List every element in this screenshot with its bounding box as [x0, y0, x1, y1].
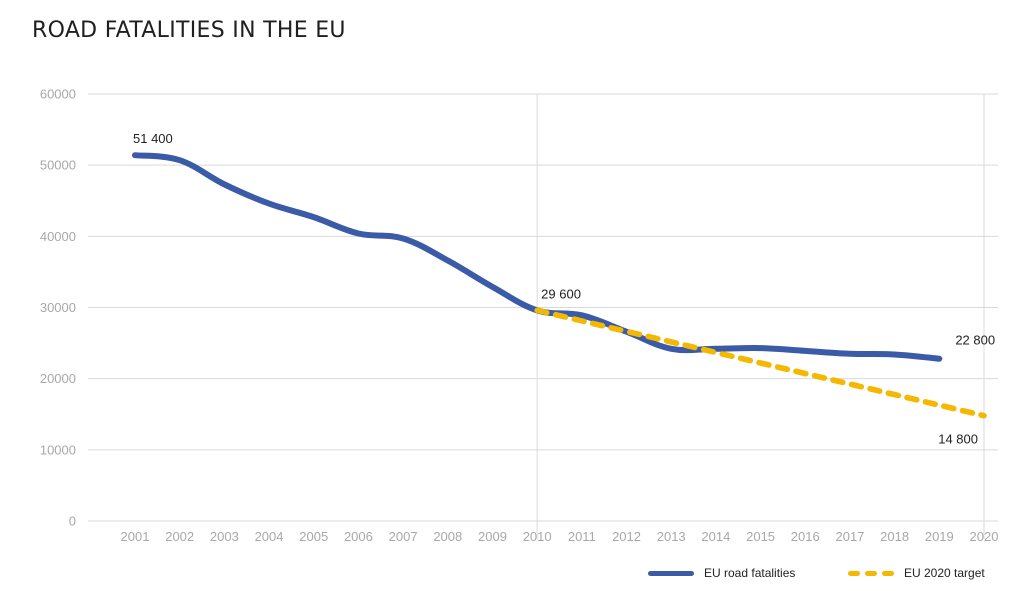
legend-dash [865, 570, 877, 576]
legend-item-eu-2020-target: EU 2020 target [848, 566, 985, 580]
data-label: 22 800 [955, 333, 995, 348]
series-lines [132, 152, 987, 419]
x-tick-label: 2003 [210, 529, 239, 544]
y-tick-label: 30000 [40, 300, 76, 315]
x-tick-label: 2011 [568, 529, 596, 544]
legend-swatch-solid [648, 570, 694, 576]
legend-dash [882, 570, 894, 576]
x-axis-ticks: 2001 2002 2003 2004 2005 2006 2007 2008 2009 2010… [121, 529, 999, 544]
x-tick-label: 2004 [255, 529, 284, 544]
y-tick-label: 40000 [40, 229, 76, 244]
chart-title: ROAD FATALITIES IN THE EU [32, 18, 346, 43]
data-label: 51 400 [133, 131, 173, 146]
legend-label: EU 2020 target [904, 566, 985, 580]
y-tick-label: 0 [69, 514, 76, 529]
x-tick-label: 2001 [121, 529, 150, 544]
x-tick-label: 2014 [701, 529, 730, 544]
x-tick-label: 2002 [165, 529, 194, 544]
y-tick-label: 50000 [40, 158, 76, 173]
x-tick-label: 2013 [657, 529, 686, 544]
x-tick-label: 2010 [523, 529, 552, 544]
series-line-eu-2020-target-overlay [534, 307, 987, 419]
x-tick-label: 2016 [791, 529, 820, 544]
y-tick-label: 10000 [40, 442, 76, 457]
x-tick-label: 2019 [925, 529, 954, 544]
x-tick-label: 2020 [970, 529, 999, 544]
y-axis-ticks: 0 10000 20000 30000 40000 50000 60000 [40, 87, 76, 529]
data-labels: 51 400 29 600 22 800 14 800 [133, 131, 995, 446]
legend-dash [848, 570, 860, 576]
x-tick-label: 2009 [478, 529, 507, 544]
legend-label: EU road fatalities [704, 566, 796, 580]
y-tick-label: 20000 [40, 371, 76, 386]
legend-swatch-dashed [848, 570, 894, 576]
data-label: 14 800 [938, 432, 978, 447]
gridlines [88, 93, 998, 539]
x-tick-label: 2007 [389, 529, 418, 544]
x-tick-label: 2015 [746, 529, 775, 544]
x-tick-label: 2012 [612, 529, 641, 544]
x-tick-label: 2005 [299, 529, 328, 544]
legend-item-eu-road-fatalities: EU road fatalities [648, 566, 795, 580]
x-tick-label: 2018 [880, 529, 909, 544]
y-tick-label: 60000 [40, 87, 76, 102]
x-tick-label: 2008 [433, 529, 462, 544]
x-tick-label: 2006 [344, 529, 373, 544]
data-label: 29 600 [541, 286, 581, 301]
x-tick-label: 2017 [835, 529, 864, 544]
